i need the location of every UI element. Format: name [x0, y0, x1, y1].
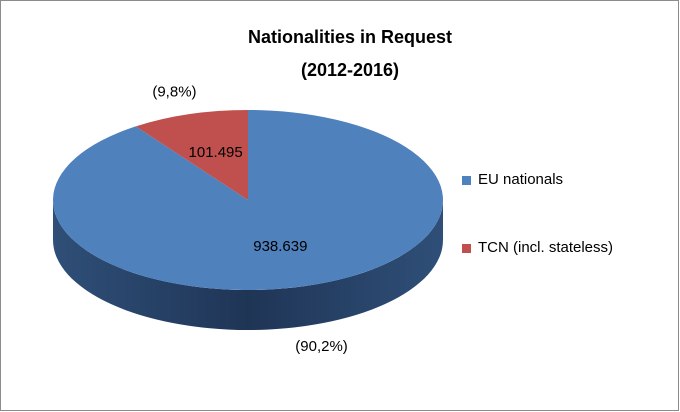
slice-side	[53, 200, 443, 330]
percent-label: (9,8%)	[152, 84, 196, 101]
slice	[53, 110, 444, 291]
legend-swatch	[462, 176, 471, 185]
chart-title: Nationalities in Request	[248, 27, 452, 47]
slice	[135, 110, 248, 200]
legend-label: TCN (incl. stateless)	[478, 239, 613, 256]
value-label: 101.495	[189, 144, 243, 161]
value-label: 938.639	[253, 238, 307, 255]
chart-subtitle: (2012-2016)	[301, 60, 399, 80]
legend-label: EU nationals	[478, 171, 563, 188]
legend-swatch	[462, 244, 471, 253]
percent-label: (90,2%)	[295, 338, 348, 355]
